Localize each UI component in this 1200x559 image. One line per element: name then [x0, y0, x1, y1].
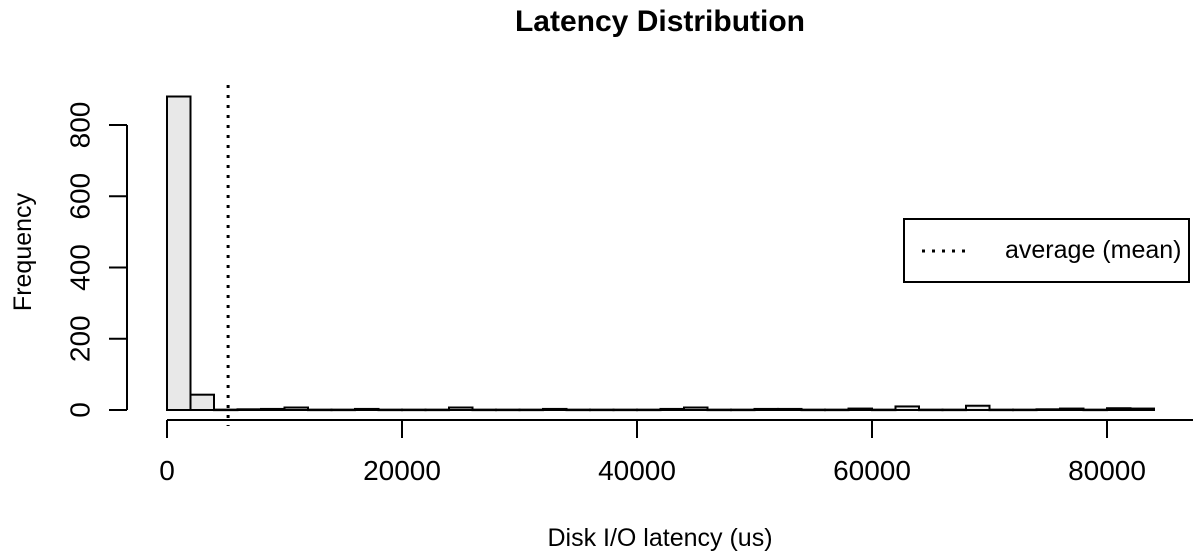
legend-line-sample [922, 249, 970, 252]
x-tick-label: 40000 [598, 455, 676, 486]
x-axis-title: Disk I/O latency (us) [547, 524, 772, 552]
histogram-bar [753, 407, 779, 411]
histogram-bar [1059, 407, 1085, 412]
histogram-bar [777, 407, 803, 411]
histogram-bar [589, 408, 615, 412]
histogram-bar [518, 408, 544, 412]
histogram-bar [1106, 407, 1132, 412]
y-tick-label: 800 [65, 102, 96, 149]
legend-label: average (mean) [1005, 236, 1182, 264]
histogram-bar [471, 408, 497, 412]
histogram-bar [706, 408, 732, 412]
histogram-bar [612, 408, 638, 412]
histogram-bar [307, 408, 333, 412]
histogram-bar [448, 406, 474, 412]
chart-title: Latency Distribution [515, 5, 805, 38]
histogram-bar [354, 407, 380, 411]
histogram-bar [401, 408, 427, 412]
histogram-bar [213, 408, 239, 412]
y-axis-group: 0 200 400 600 800 [65, 102, 128, 418]
bars-group [166, 95, 1155, 412]
histogram-bar [941, 408, 967, 412]
histogram-bar [1035, 408, 1061, 412]
y-tick-label: 200 [65, 315, 96, 362]
x-axis-group: 0 20000 40000 60000 80000 [159, 419, 1193, 486]
x-tick-label: 20000 [363, 455, 441, 486]
histogram-bar [377, 408, 403, 412]
histogram-bar [918, 408, 944, 412]
histogram-bar [565, 408, 591, 412]
y-axis-title: Frequency [9, 192, 37, 311]
histogram-bar [871, 408, 897, 412]
histogram-bar [965, 404, 991, 412]
histogram-bar [330, 408, 356, 412]
histogram-bar [1129, 407, 1155, 412]
histogram-bar [283, 406, 309, 412]
histogram-bar [260, 407, 286, 411]
histogram-bar [189, 393, 215, 411]
histogram-bar [683, 406, 709, 412]
histogram-bar [1012, 408, 1038, 412]
histogram-bar [236, 408, 262, 412]
y-tick-label: 600 [65, 173, 96, 220]
histogram-bar [542, 407, 568, 411]
histogram-bar [1082, 408, 1108, 412]
histogram-bar [495, 408, 521, 412]
histogram-bar [988, 408, 1014, 412]
histogram-bar [800, 408, 826, 412]
legend-box: average (mean) [903, 218, 1190, 283]
x-tick-label: 0 [159, 455, 175, 486]
histogram-bar [847, 407, 873, 412]
histogram-bar [659, 407, 685, 411]
y-tick-label: 0 [65, 402, 96, 418]
histogram-bar [894, 405, 920, 412]
y-tick-label: 400 [65, 244, 96, 291]
histogram-bar [730, 408, 756, 412]
x-tick-label: 60000 [833, 455, 911, 486]
x-tick-label: 80000 [1068, 455, 1146, 486]
histogram-bar [636, 408, 662, 412]
histogram-bar [824, 408, 850, 412]
histogram-bar [166, 95, 192, 411]
histogram-bar [424, 408, 450, 412]
